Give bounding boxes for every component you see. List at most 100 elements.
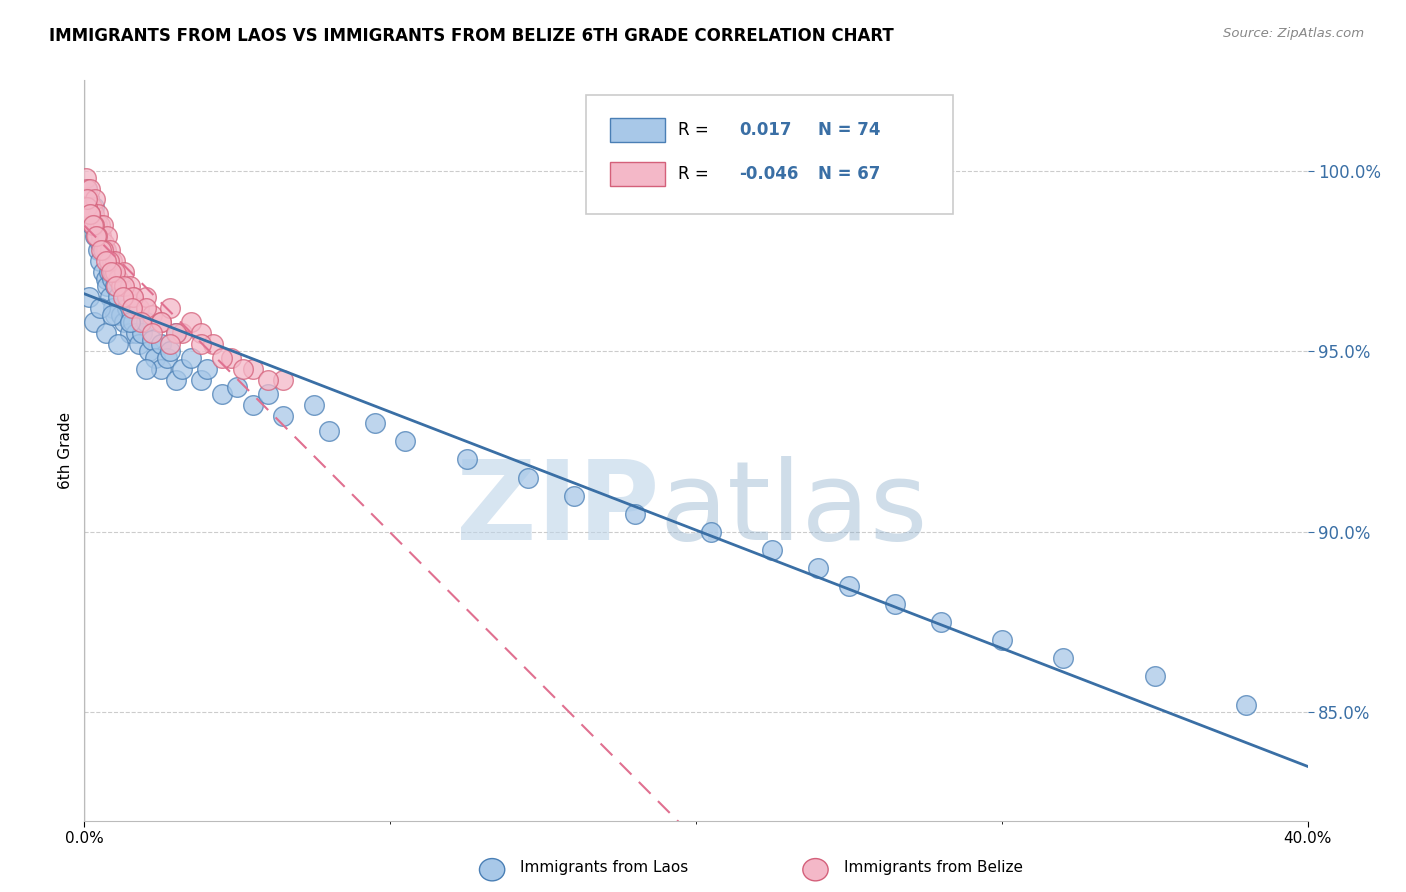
Point bbox=[107, 290, 129, 304]
Point bbox=[107, 337, 129, 351]
Point bbox=[143, 351, 166, 366]
Point bbox=[115, 290, 138, 304]
Point bbox=[86, 228, 108, 243]
Point bbox=[883, 597, 905, 611]
Point bbox=[120, 315, 142, 329]
Point bbox=[562, 489, 585, 503]
Point bbox=[91, 265, 114, 279]
Point bbox=[120, 326, 142, 340]
Point bbox=[122, 290, 145, 304]
Point bbox=[159, 337, 181, 351]
Point bbox=[84, 193, 107, 207]
Point bbox=[159, 301, 181, 315]
Point bbox=[257, 373, 280, 387]
Point bbox=[86, 218, 108, 232]
Point bbox=[1236, 698, 1258, 712]
Point bbox=[991, 633, 1014, 648]
Point bbox=[125, 326, 148, 340]
Point bbox=[77, 193, 100, 207]
Point bbox=[201, 337, 224, 351]
Point bbox=[101, 253, 124, 268]
Point bbox=[86, 218, 108, 232]
Text: ZIP: ZIP bbox=[456, 456, 659, 563]
Point bbox=[700, 524, 723, 539]
Text: Immigrants from Belize: Immigrants from Belize bbox=[844, 861, 1022, 875]
Point bbox=[271, 409, 294, 424]
Point bbox=[93, 235, 115, 250]
Text: R =: R = bbox=[678, 165, 714, 183]
Point bbox=[141, 334, 163, 348]
Point bbox=[89, 235, 111, 250]
Point bbox=[165, 326, 187, 340]
Point bbox=[76, 193, 98, 207]
Point bbox=[90, 228, 112, 243]
Point bbox=[76, 181, 98, 195]
Point bbox=[90, 243, 112, 257]
Point bbox=[232, 362, 254, 376]
Point bbox=[83, 218, 105, 232]
Point bbox=[89, 218, 111, 232]
Bar bbox=[610, 118, 665, 142]
Point bbox=[141, 326, 163, 340]
Point bbox=[195, 362, 218, 376]
Point bbox=[94, 243, 117, 257]
Point bbox=[128, 337, 150, 351]
Point bbox=[165, 373, 187, 387]
Point bbox=[110, 308, 132, 322]
Point bbox=[190, 326, 212, 340]
Point bbox=[101, 308, 124, 322]
Point bbox=[135, 315, 157, 329]
Point bbox=[79, 181, 101, 195]
Point bbox=[242, 362, 264, 376]
Point bbox=[807, 561, 830, 575]
Point bbox=[242, 398, 264, 412]
Point bbox=[75, 170, 97, 185]
Point bbox=[84, 228, 107, 243]
Point bbox=[149, 315, 172, 329]
Text: atlas: atlas bbox=[659, 456, 928, 563]
Point bbox=[112, 279, 135, 293]
Point bbox=[838, 579, 860, 593]
Point bbox=[98, 243, 121, 257]
Point bbox=[98, 290, 121, 304]
Point bbox=[100, 265, 122, 279]
Point bbox=[929, 615, 952, 629]
Point bbox=[135, 362, 157, 376]
Text: Source: ZipAtlas.com: Source: ZipAtlas.com bbox=[1223, 27, 1364, 40]
Point bbox=[112, 265, 135, 279]
Point bbox=[135, 290, 157, 304]
Point bbox=[79, 207, 101, 221]
Point bbox=[761, 542, 783, 557]
Point bbox=[94, 326, 117, 340]
Point bbox=[1143, 669, 1166, 683]
Point bbox=[624, 507, 647, 521]
Point bbox=[394, 434, 416, 449]
Point bbox=[112, 315, 135, 329]
Text: 0.017: 0.017 bbox=[738, 121, 792, 139]
Point bbox=[83, 315, 105, 329]
Text: Immigrants from Laos: Immigrants from Laos bbox=[520, 861, 689, 875]
Point bbox=[107, 272, 129, 286]
Point bbox=[110, 279, 132, 293]
Point bbox=[122, 315, 145, 329]
Point bbox=[211, 387, 233, 401]
Point bbox=[96, 253, 118, 268]
Point bbox=[156, 351, 179, 366]
Point bbox=[77, 193, 100, 207]
Point bbox=[96, 228, 118, 243]
Point bbox=[96, 279, 118, 293]
Point bbox=[141, 308, 163, 322]
Point bbox=[89, 301, 111, 315]
Point bbox=[257, 387, 280, 401]
Point bbox=[131, 326, 153, 340]
Text: -0.046: -0.046 bbox=[738, 165, 799, 183]
Point bbox=[87, 243, 110, 257]
Point bbox=[226, 380, 249, 394]
Point bbox=[76, 181, 98, 195]
Point bbox=[105, 279, 128, 293]
Y-axis label: 6th Grade: 6th Grade bbox=[58, 412, 73, 489]
Point bbox=[122, 290, 145, 304]
Point bbox=[149, 315, 172, 329]
Point bbox=[104, 279, 127, 293]
Point bbox=[115, 301, 138, 315]
